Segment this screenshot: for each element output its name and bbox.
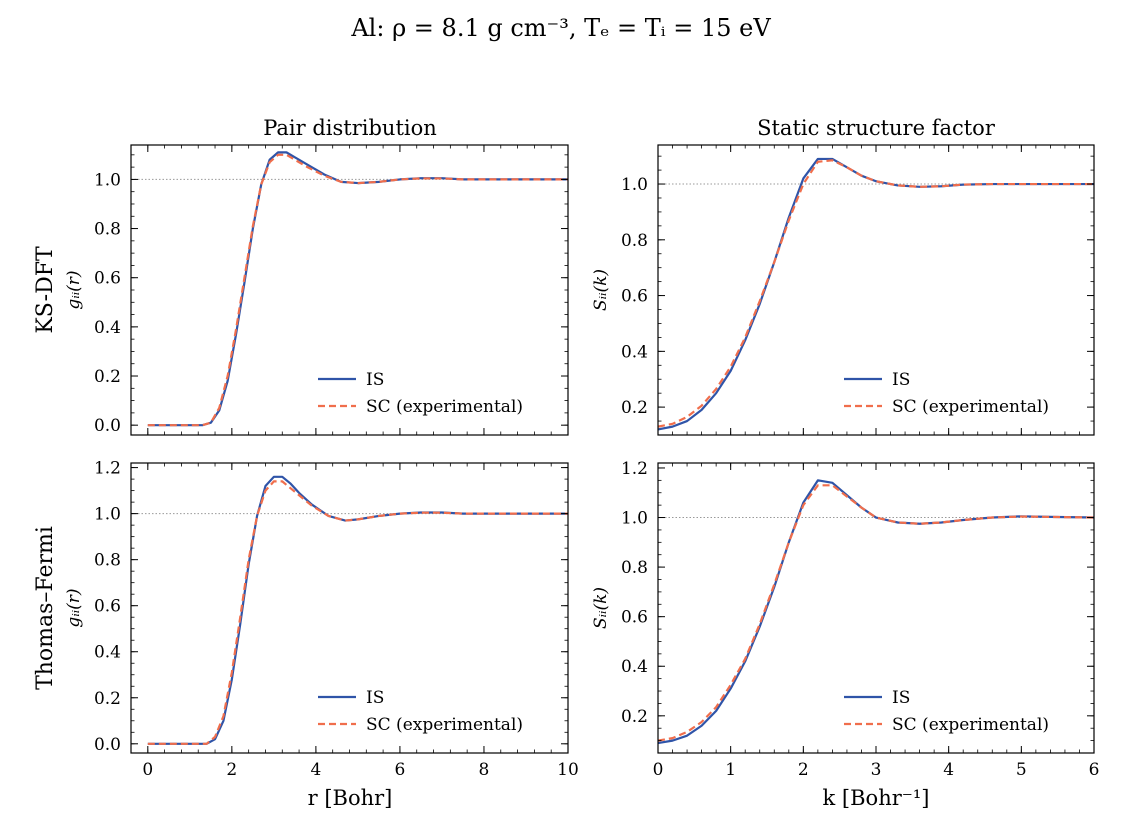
y-tick-label: 0.2 xyxy=(621,707,648,727)
x-tick-label: 10 xyxy=(557,760,579,780)
series-line-sc xyxy=(147,153,568,427)
y-tick-label: 0.4 xyxy=(94,318,121,338)
y-tick-label: 0.2 xyxy=(94,367,121,387)
column-title-structure-factor: Static structure factor xyxy=(757,116,996,140)
y-tick-label: 0.6 xyxy=(94,269,121,289)
x-tick-label: 4 xyxy=(310,760,321,780)
y-tick-label: 1.0 xyxy=(94,505,121,525)
panels: 0.0 0.2 0.4 0.6 0.8 1.0 gᵢᵢ(r) IS SC (experiment… xyxy=(64,144,1099,780)
y-tick-label: 1.0 xyxy=(94,170,121,190)
row-label-thomas-fermi: Thomas–Fermi xyxy=(33,526,58,690)
y-tick-label: 0.6 xyxy=(621,287,648,307)
x-tick-label: 8 xyxy=(479,760,490,780)
legend-label-sc: SC (experimental) xyxy=(366,397,523,417)
legend-label-sc: SC (experimental) xyxy=(892,715,1049,735)
x-tick-label: 6 xyxy=(395,760,406,780)
series-line-sc xyxy=(657,484,1095,742)
y-tick-label: 0.0 xyxy=(94,735,121,755)
y-axis-label: gᵢᵢ(r) xyxy=(64,270,84,309)
x-axis-label-k: k [Bohr⁻¹] xyxy=(823,786,930,810)
y-axis-label: Sᵢᵢ(k) xyxy=(591,587,611,629)
axes-frame xyxy=(130,462,569,754)
series-line-is xyxy=(657,479,1095,745)
y-tick-label: 1.0 xyxy=(621,175,648,195)
row-label-ks-dft: KS-DFT xyxy=(33,246,58,334)
axes-frame xyxy=(657,144,1095,436)
y-tick-label: 0.2 xyxy=(94,689,121,709)
y-tick-label: 0.6 xyxy=(621,608,648,628)
x-tick-label: 2 xyxy=(226,760,237,780)
y-tick-label: 0.4 xyxy=(621,342,648,362)
series-line-is xyxy=(147,475,568,745)
chart-panel-bottom-right: 0 1 2 3 4 5 6 0.2 0.4 0.6 0.8 1.0 1.2 Sᵢᵢ(k) IS SC (exp… xyxy=(591,459,1099,780)
legend-label-sc: SC (experimental) xyxy=(892,397,1049,417)
x-tick-label: 0 xyxy=(142,760,153,780)
figure-suptitle: Al: ρ = 8.1 g cm⁻³, Tₑ = Tᵢ = 15 eV xyxy=(350,14,771,42)
series-line-is xyxy=(657,157,1094,431)
x-tick-label: 3 xyxy=(871,760,882,780)
y-tick-label: 1.2 xyxy=(621,459,648,479)
y-tick-label: 1.0 xyxy=(621,509,648,529)
y-axis-label: Sᵢᵢ(k) xyxy=(591,269,611,311)
y-tick-label: 0.8 xyxy=(621,558,648,578)
y-tick-label: 0.4 xyxy=(94,643,121,663)
x-tick-label: 1 xyxy=(725,760,736,780)
y-tick-label: 0.8 xyxy=(94,220,121,240)
y-tick-label: 0.8 xyxy=(94,551,121,571)
series-line-sc xyxy=(147,480,568,745)
axes-frame xyxy=(657,462,1095,754)
x-tick-label: 0 xyxy=(653,760,664,780)
y-tick-label: 0.4 xyxy=(621,657,648,677)
x-axis-label-r: r [Bohr] xyxy=(308,786,393,810)
y-tick-label: 0.6 xyxy=(94,597,121,617)
legend-label-is: IS xyxy=(366,370,384,390)
chart-panel-top-right: 0.2 0.4 0.6 0.8 1.0 Sᵢᵢ(k) IS SC (experimental) xyxy=(591,144,1095,436)
series-line-is xyxy=(147,151,568,427)
chart-panel-bottom-left: 0 2 4 6 8 10 0.0 0.2 0.4 0.6 0.8 1.0 1.2 gᵢᵢ(r) IS SC (… xyxy=(64,459,579,780)
x-tick-label: 2 xyxy=(798,760,809,780)
legend-label-is: IS xyxy=(892,688,910,708)
axes-frame xyxy=(130,144,569,436)
x-tick-label: 6 xyxy=(1089,760,1100,780)
x-tick-label: 5 xyxy=(1016,760,1027,780)
y-axis-label: gᵢᵢ(r) xyxy=(64,588,84,627)
chart-panel-top-left: 0.0 0.2 0.4 0.6 0.8 1.0 gᵢᵢ(r) IS SC (experiment… xyxy=(64,144,569,436)
x-tick-label: 4 xyxy=(943,760,954,780)
series-line-sc xyxy=(657,159,1094,428)
column-title-pair-distribution: Pair distribution xyxy=(263,116,437,140)
y-tick-label: 1.2 xyxy=(94,459,121,479)
y-tick-label: 0.0 xyxy=(94,416,121,436)
legend-label-is: IS xyxy=(366,688,384,708)
y-tick-label: 0.2 xyxy=(621,398,648,418)
legend-label-is: IS xyxy=(892,370,910,390)
legend-label-sc: SC (experimental) xyxy=(366,715,523,735)
y-tick-label: 0.8 xyxy=(621,231,648,251)
